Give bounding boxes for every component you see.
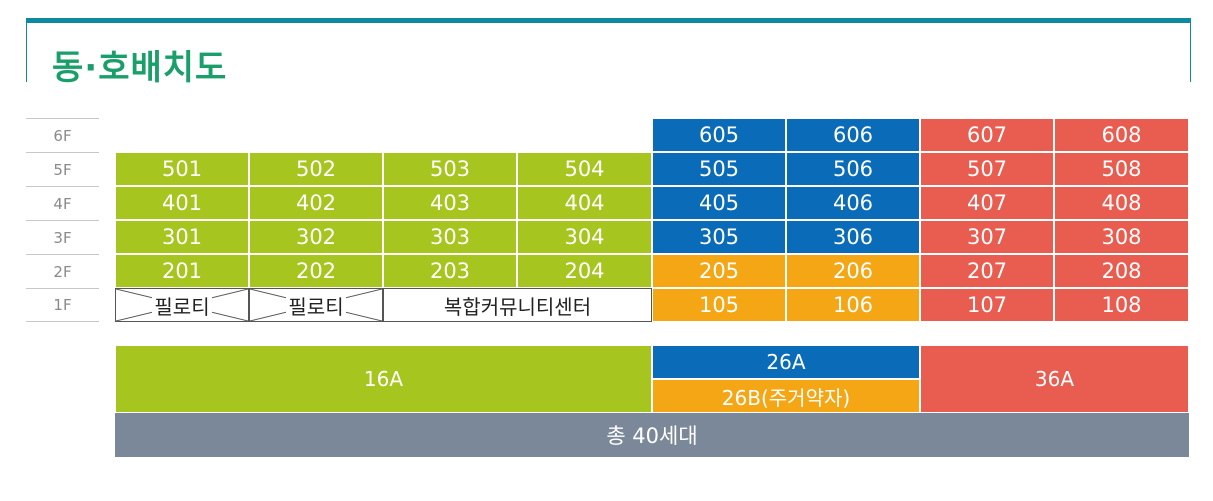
unit-508: 508	[1054, 152, 1189, 186]
legend-26b: 26B(주거약자)	[652, 379, 920, 413]
floor-label-5f: 5F	[26, 152, 99, 186]
total-households: 총 40세대	[115, 413, 1189, 457]
unit-105: 105	[652, 288, 786, 322]
unit-505: 505	[652, 152, 786, 186]
pilotis-2-label: 필로티	[286, 290, 346, 320]
pilotis-2: 필로티	[249, 288, 383, 322]
unit-107: 107	[920, 288, 1054, 322]
unit-406: 406	[786, 186, 920, 220]
unit-302: 302	[249, 220, 383, 254]
unit-207: 207	[920, 254, 1054, 288]
unit-405: 405	[652, 186, 786, 220]
floor-label-1f: 1F	[26, 288, 99, 322]
unit-402: 402	[249, 186, 383, 220]
community-center: 복합커뮤니티센터	[383, 288, 652, 322]
unit-607: 607	[920, 118, 1054, 152]
unit-401: 401	[115, 186, 249, 220]
page-title: 동·호배치도	[52, 48, 228, 88]
unit-608: 608	[1054, 118, 1189, 152]
unit-605: 605	[652, 118, 786, 152]
unit-204: 204	[517, 254, 652, 288]
unit-407: 407	[920, 186, 1054, 220]
unit-208: 208	[1054, 254, 1189, 288]
unit-503: 503	[383, 152, 517, 186]
unit-203: 203	[383, 254, 517, 288]
unit-606: 606	[786, 118, 920, 152]
unit-301: 301	[115, 220, 249, 254]
unit-502: 502	[249, 152, 383, 186]
unit-501: 501	[115, 152, 249, 186]
legend-16a: 16A	[115, 345, 652, 413]
unit-308: 308	[1054, 220, 1189, 254]
unit-506: 506	[786, 152, 920, 186]
floor-label-3f: 3F	[26, 220, 99, 254]
unit-307: 307	[920, 220, 1054, 254]
floor-label-2f: 2F	[26, 254, 99, 288]
floor-label-6f: 6F	[26, 118, 99, 152]
unit-507: 507	[920, 152, 1054, 186]
legend-36a: 36A	[920, 345, 1189, 413]
legend-26a: 26A	[652, 345, 920, 379]
unit-205: 205	[652, 254, 786, 288]
pilotis-1-label: 필로티	[152, 290, 212, 320]
pilotis-1: 필로티	[115, 288, 249, 322]
unit-403: 403	[383, 186, 517, 220]
unit-108: 108	[1054, 288, 1189, 322]
header-frame	[26, 18, 1191, 82]
unit-404: 404	[517, 186, 652, 220]
unit-306: 306	[786, 220, 920, 254]
unit-303: 303	[383, 220, 517, 254]
unit-206: 206	[786, 254, 920, 288]
unit-201: 201	[115, 254, 249, 288]
unit-106: 106	[786, 288, 920, 322]
unit-408: 408	[1054, 186, 1189, 220]
unit-305: 305	[652, 220, 786, 254]
unit-304: 304	[517, 220, 652, 254]
floor-label-4f: 4F	[26, 186, 99, 220]
unit-504: 504	[517, 152, 652, 186]
unit-202: 202	[249, 254, 383, 288]
